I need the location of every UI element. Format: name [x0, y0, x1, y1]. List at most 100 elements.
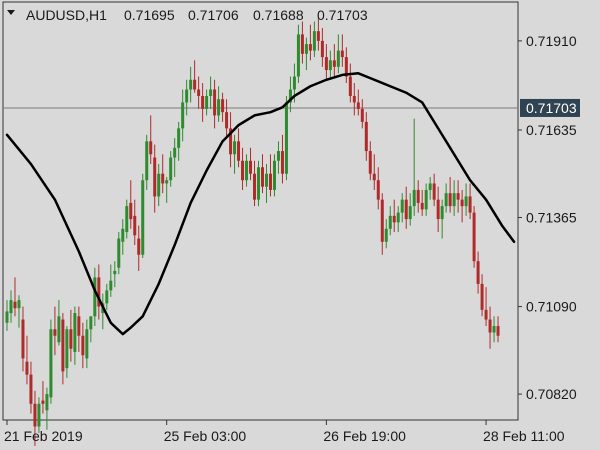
candle-body [268, 173, 272, 190]
candle [65, 326, 69, 378]
candle [169, 151, 173, 187]
candle [340, 34, 344, 67]
candle [392, 199, 396, 233]
candle-body [272, 160, 276, 190]
candle-body [253, 173, 257, 200]
candle [484, 287, 488, 327]
candle [348, 63, 352, 103]
candle-body [29, 374, 33, 404]
candle [404, 186, 408, 229]
price-axis[interactable]: 0.71910 0.71635 0.71365 0.71090 0.70820 [518, 33, 577, 402]
candle-body [153, 157, 157, 197]
candle [480, 274, 484, 317]
candle-body [161, 173, 165, 184]
current-price-label-bg [520, 98, 580, 117]
candle [336, 34, 340, 74]
x-tick-label: 25 Feb 03:00 [164, 428, 247, 444]
y-tick-label: 0.71635 [526, 122, 577, 138]
candle [57, 300, 61, 346]
candle-body [193, 79, 197, 90]
candle-body [173, 147, 177, 158]
candle-body [49, 329, 53, 398]
y-tick-label: 0.70820 [526, 386, 577, 402]
candle [372, 154, 376, 190]
candle-body [304, 44, 308, 54]
candle-body [400, 199, 404, 213]
candle-body [440, 206, 444, 220]
triangle-down-icon[interactable] [7, 10, 15, 15]
candle-body [77, 316, 81, 336]
candle-body [336, 50, 340, 67]
candle [225, 99, 229, 139]
close-price: 0.71703 [317, 7, 368, 23]
time-axis[interactable]: 21 Feb 2019 25 Feb 03:00 26 Feb 19:00 28 Fe… [4, 420, 565, 444]
candle [157, 164, 161, 207]
candle [332, 44, 336, 77]
candle-body [205, 95, 209, 109]
candle-body [480, 283, 484, 310]
candle [45, 387, 49, 430]
candle-body [25, 361, 29, 375]
candle-body [97, 277, 101, 307]
chart-header: AUDUSD,H1 0.71695 0.71706 0.71688 0.7170… [7, 7, 368, 23]
candle [464, 183, 468, 216]
candle [73, 306, 77, 365]
candle [141, 173, 145, 258]
candle-body [464, 196, 468, 207]
candle [444, 183, 448, 213]
candle [304, 37, 308, 71]
candle [284, 95, 288, 181]
candle [205, 89, 209, 116]
candle [105, 283, 109, 310]
candle-body [109, 280, 113, 291]
candle-body [169, 157, 173, 181]
current-price-label: 0.71703 [520, 98, 580, 117]
candle-body [324, 57, 328, 71]
candle-body [93, 277, 97, 317]
candle [165, 176, 169, 203]
candle-body [476, 261, 480, 284]
candle [472, 206, 476, 268]
candle [153, 144, 157, 213]
candle [217, 86, 221, 122]
candle-body [352, 95, 356, 103]
candle-body [412, 189, 416, 207]
candle-body [129, 202, 133, 220]
candle [432, 173, 436, 207]
candle [77, 306, 81, 352]
candle-body [432, 183, 436, 200]
candle-body [41, 400, 45, 404]
candle [93, 267, 97, 327]
candle [81, 322, 85, 369]
candle [376, 167, 380, 210]
candle [241, 147, 245, 190]
candle [9, 290, 13, 323]
candle [229, 112, 233, 168]
candle-body [249, 160, 253, 174]
candle-body [320, 40, 324, 58]
candle-body [372, 173, 376, 181]
candle-body [229, 128, 233, 155]
candle-body [73, 313, 77, 352]
candle [97, 264, 101, 320]
candle [177, 121, 181, 161]
candle [257, 160, 261, 207]
candle-body [284, 102, 288, 174]
candle-body [209, 89, 213, 96]
candle [145, 134, 149, 190]
candle [344, 47, 348, 84]
candle [380, 193, 384, 255]
candle-body [257, 167, 261, 200]
candle [436, 186, 440, 233]
candle-body [348, 76, 352, 96]
candle-body [197, 89, 201, 96]
candle [137, 225, 141, 271]
candle [121, 219, 125, 255]
open-price: 0.71695 [124, 7, 175, 23]
candle-body [89, 316, 93, 330]
candle [320, 27, 324, 67]
candle-body [185, 89, 189, 103]
candle-body [408, 206, 412, 220]
